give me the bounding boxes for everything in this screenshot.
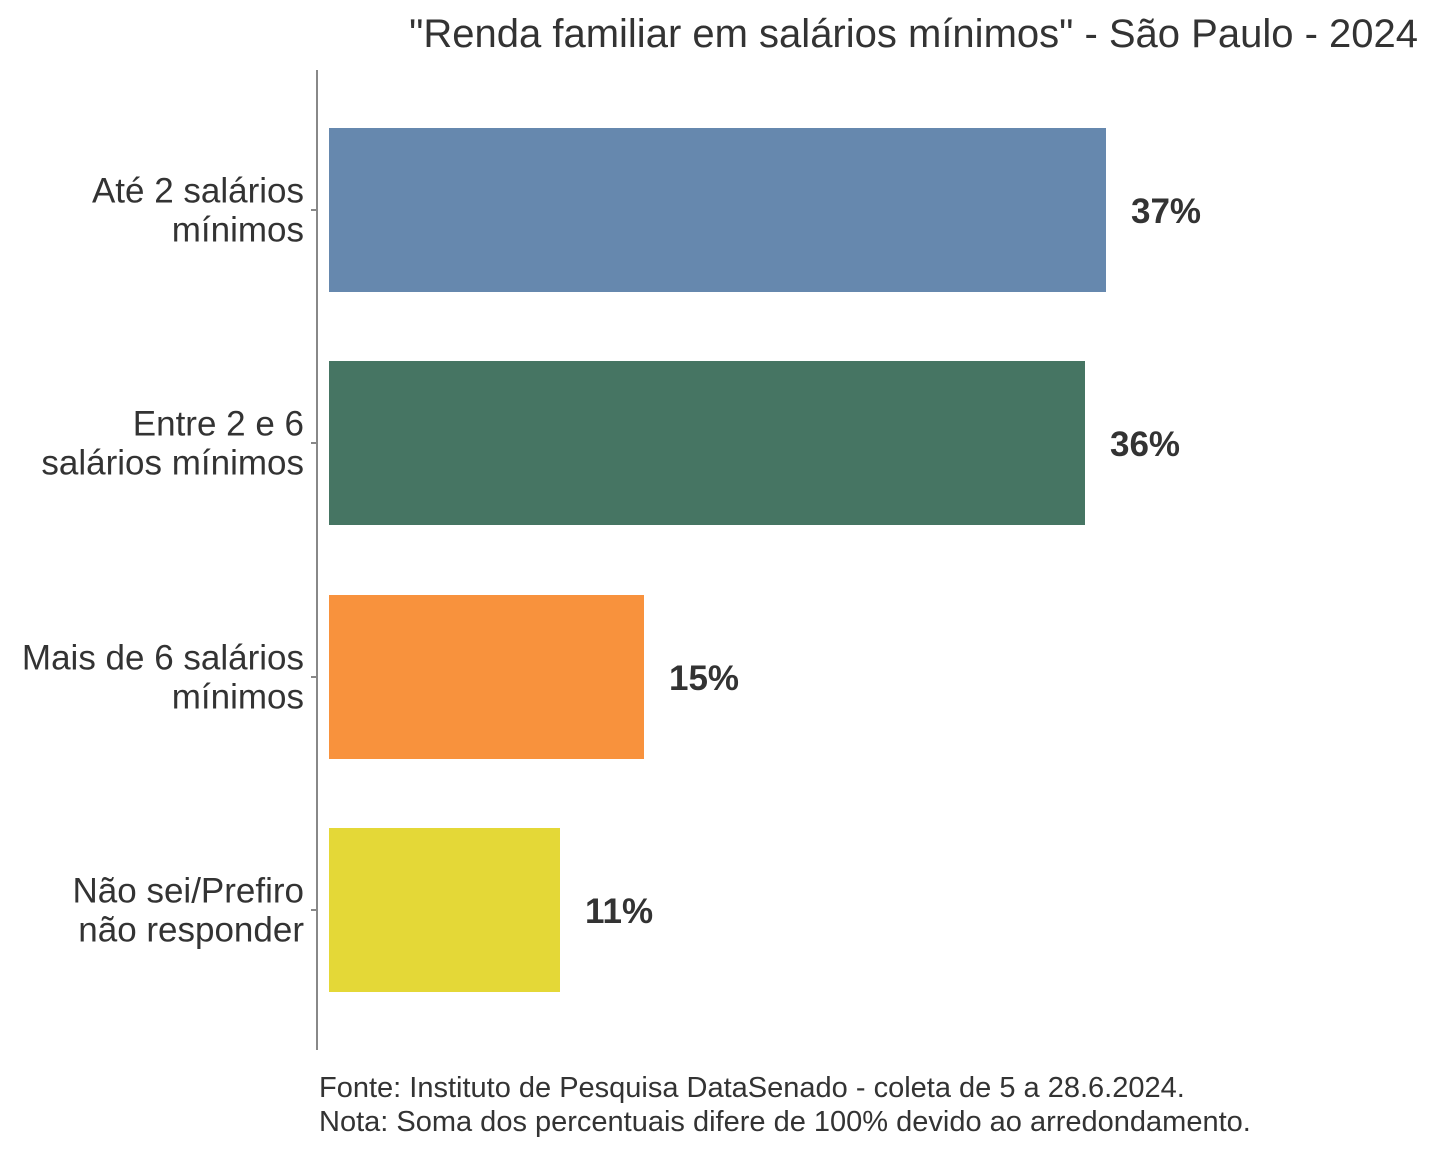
data-label-4: 11% bbox=[585, 892, 653, 931]
data-label-3: 15% bbox=[669, 659, 739, 698]
category-label-2: Entre 2 e 6 salários mínimos bbox=[41, 405, 304, 483]
data-label-1: 37% bbox=[1131, 192, 1201, 231]
category-label-1: Até 2 salários mínimos bbox=[92, 172, 304, 250]
data-label-2: 36% bbox=[1110, 425, 1180, 464]
bar-4 bbox=[329, 828, 560, 992]
source-note: Fonte: Instituto de Pesquisa DataSenado … bbox=[319, 1072, 1185, 1104]
bar-2 bbox=[329, 361, 1085, 525]
category-label-3: Mais de 6 salários mínimos bbox=[22, 639, 304, 717]
category-label-4: Não sei/Prefiro não responder bbox=[73, 872, 305, 950]
bar-1 bbox=[329, 128, 1106, 292]
bar-3 bbox=[329, 595, 644, 759]
rounding-note: Nota: Soma dos percentuais difere de 100… bbox=[319, 1106, 1251, 1138]
bars-group: 37% Até 2 salários mínimos 36% Entre 2 e 6 sa… bbox=[22, 128, 1201, 992]
chart-title: "Renda familiar em salários mínimos" - S… bbox=[409, 12, 1418, 56]
